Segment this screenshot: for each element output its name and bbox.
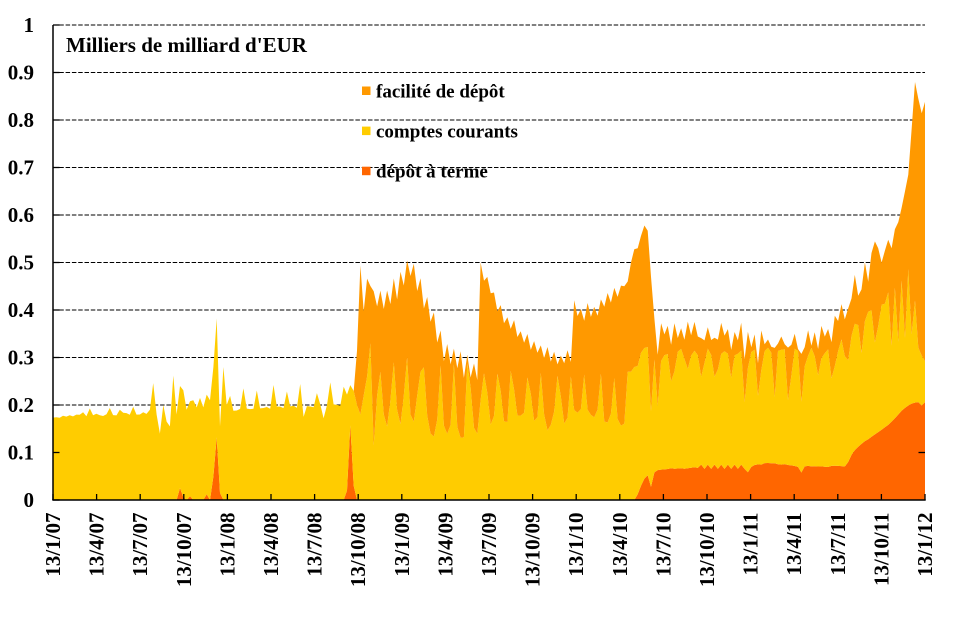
svg-text:13/7/09: 13/7/09	[477, 513, 501, 577]
svg-text:13/4/09: 13/4/09	[433, 513, 457, 577]
svg-text:comptes courants: comptes courants	[376, 122, 518, 143]
svg-text:0.6: 0.6	[8, 203, 34, 227]
svg-text:13/4/11: 13/4/11	[782, 513, 806, 576]
svg-text:1: 1	[24, 13, 35, 37]
svg-text:13/4/10: 13/4/10	[608, 513, 632, 577]
svg-text:13/1/12: 13/1/12	[913, 513, 937, 577]
svg-text:13/7/08: 13/7/08	[303, 513, 327, 577]
svg-text:0.5: 0.5	[8, 251, 34, 275]
svg-text:13/1/10: 13/1/10	[564, 513, 588, 577]
svg-text:13/1/08: 13/1/08	[215, 513, 239, 577]
svg-text:13/1/07: 13/1/07	[41, 513, 65, 577]
svg-text:13/10/10: 13/10/10	[695, 513, 719, 588]
svg-text:0: 0	[24, 488, 35, 512]
svg-text:13/10/08: 13/10/08	[346, 513, 370, 588]
svg-text:0.4: 0.4	[8, 298, 35, 322]
svg-text:0.3: 0.3	[8, 346, 34, 370]
svg-text:0.1: 0.1	[8, 441, 34, 465]
svg-text:13/10/09: 13/10/09	[521, 513, 545, 588]
svg-text:13/7/10: 13/7/10	[651, 513, 675, 577]
svg-text:dépôt à terme: dépôt à terme	[376, 162, 488, 183]
svg-text:0.2: 0.2	[8, 393, 34, 417]
svg-text:Milliers de milliard d'EUR: Milliers de milliard d'EUR	[66, 33, 308, 57]
svg-text:13/1/11: 13/1/11	[739, 513, 763, 576]
svg-text:13/4/08: 13/4/08	[259, 513, 283, 577]
svg-text:0.9: 0.9	[8, 61, 34, 85]
svg-text:13/7/07: 13/7/07	[128, 513, 152, 577]
svg-text:13/10/07: 13/10/07	[172, 513, 196, 588]
svg-text:facilité de dépôt: facilité de dépôt	[376, 81, 505, 102]
svg-text:13/1/09: 13/1/09	[390, 513, 414, 577]
svg-text:0.7: 0.7	[8, 156, 34, 180]
svg-text:13/4/07: 13/4/07	[85, 513, 109, 577]
svg-text:13/7/11: 13/7/11	[826, 513, 850, 576]
svg-text:13/10/11: 13/10/11	[869, 513, 893, 587]
svg-text:0.8: 0.8	[8, 108, 34, 132]
